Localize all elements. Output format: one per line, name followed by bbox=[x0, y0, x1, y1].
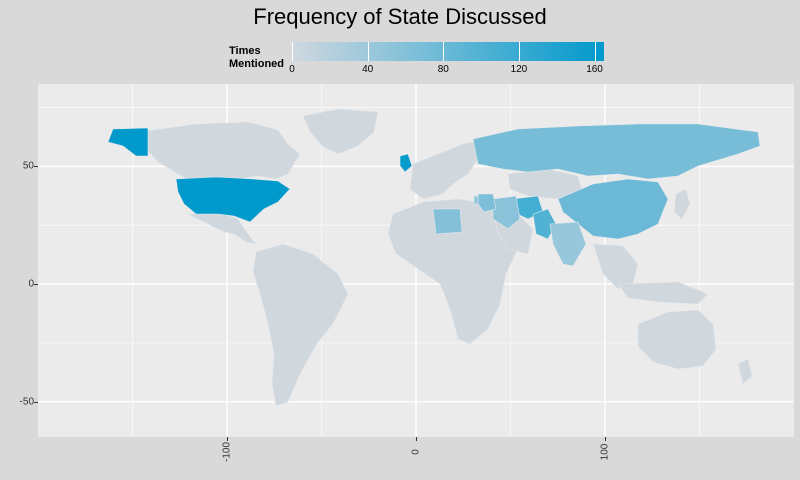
y-tick-label: -50 bbox=[19, 396, 34, 408]
y-tick-mark bbox=[34, 401, 38, 403]
country-indonesia[interactable] bbox=[617, 281, 709, 305]
country-united-states[interactable] bbox=[175, 176, 291, 223]
country-canada[interactable] bbox=[145, 121, 301, 182]
map-panel[interactable] bbox=[38, 84, 794, 437]
y-tick-mark bbox=[34, 284, 38, 286]
country-southeast-asia[interactable] bbox=[592, 243, 639, 290]
country-libya[interactable] bbox=[432, 208, 463, 235]
x-tick-label: 100 bbox=[599, 443, 611, 461]
country-alaska[interactable] bbox=[107, 127, 149, 157]
x-tick-mark bbox=[605, 437, 606, 441]
legend-tick-label: 80 bbox=[437, 64, 449, 75]
legend-title-line2: Mentioned bbox=[229, 58, 284, 70]
legend-tick-label: 40 bbox=[362, 64, 374, 75]
y-tick-mark bbox=[34, 166, 38, 168]
country-south-america[interactable] bbox=[252, 243, 349, 407]
legend-tick-label: 160 bbox=[586, 64, 603, 75]
country-australia[interactable] bbox=[637, 309, 717, 370]
x-tick-mark bbox=[416, 437, 417, 441]
legend-tick-label: 0 bbox=[289, 64, 295, 75]
legend-tick-mark bbox=[518, 42, 520, 61]
x-tick-label: -100 bbox=[221, 441, 233, 463]
legend-tick-mark bbox=[594, 42, 596, 61]
legend-title-line1: Times bbox=[229, 45, 261, 57]
y-tick-label: 50 bbox=[22, 160, 34, 172]
world-map[interactable] bbox=[38, 84, 794, 437]
country-russia[interactable] bbox=[472, 123, 761, 180]
country-india[interactable] bbox=[549, 221, 587, 267]
x-tick-label: 0 bbox=[410, 449, 422, 455]
country-europe[interactable] bbox=[409, 138, 484, 200]
map-title: Frequency of State Discussed bbox=[253, 4, 547, 29]
country-iran[interactable] bbox=[492, 195, 521, 230]
country-united-kingdom[interactable] bbox=[399, 153, 413, 173]
country-japan[interactable] bbox=[673, 188, 691, 220]
legend-tick-mark bbox=[443, 42, 445, 61]
y-tick-label: 0 bbox=[28, 278, 34, 290]
country-greenland[interactable] bbox=[302, 108, 379, 155]
x-tick-mark bbox=[227, 437, 228, 441]
country-israel[interactable] bbox=[473, 195, 479, 205]
legend-tick-mark bbox=[367, 42, 369, 61]
country-new-zealand[interactable] bbox=[737, 358, 753, 385]
countries bbox=[145, 108, 753, 407]
legend-title: Times Mentioned bbox=[229, 45, 284, 71]
legend-tick-mark bbox=[292, 42, 293, 61]
legend-colorbar bbox=[292, 42, 604, 61]
legend-tick-label: 120 bbox=[510, 64, 528, 75]
